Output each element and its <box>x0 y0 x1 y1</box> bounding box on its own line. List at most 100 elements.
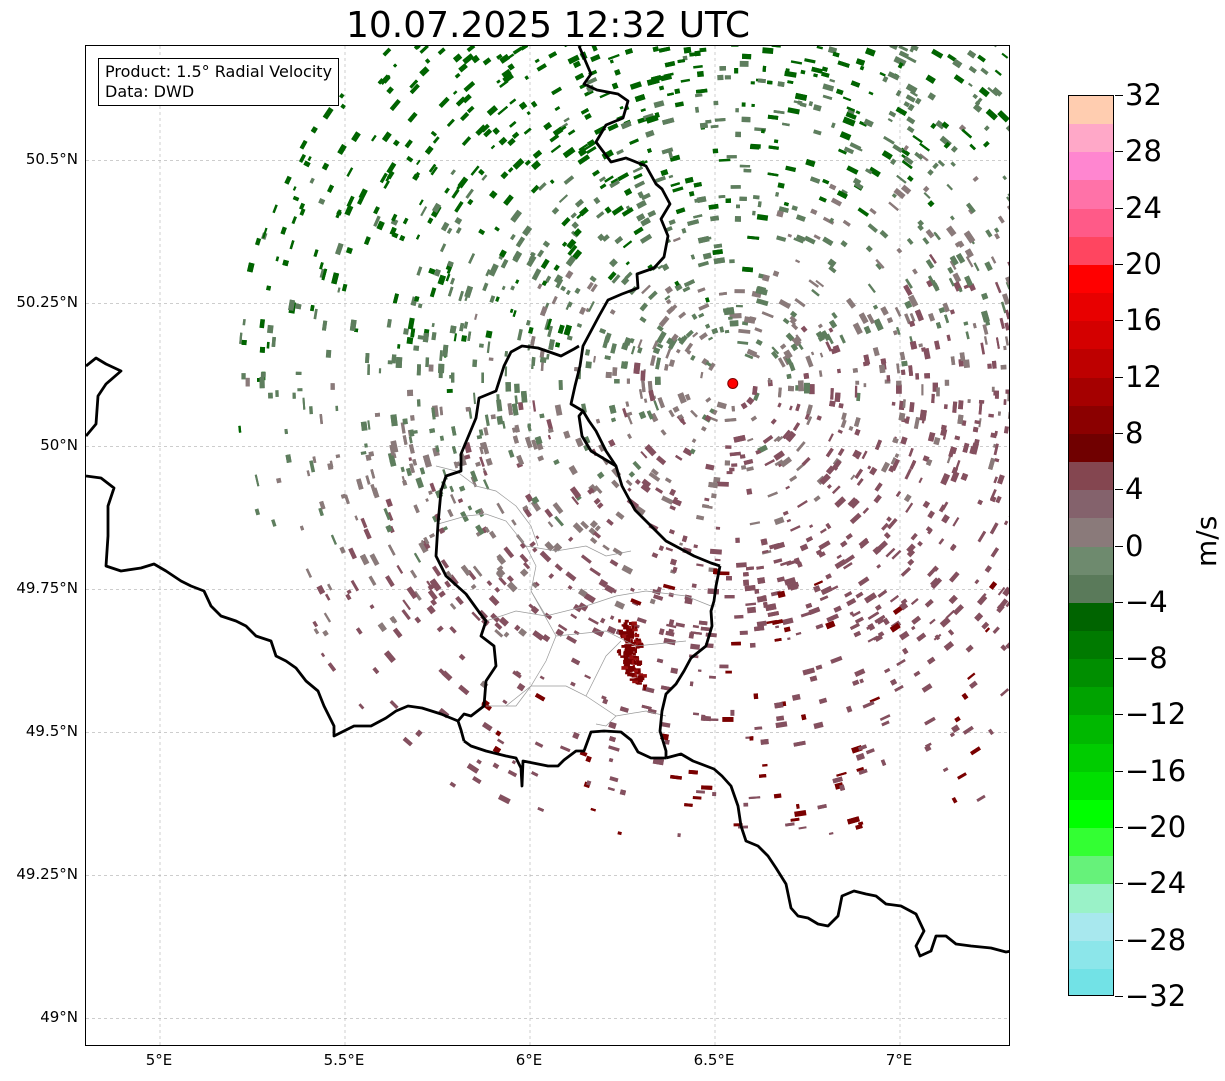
echo-pixel <box>628 650 634 654</box>
echo-pixel <box>291 216 297 225</box>
colorbar-tick-label: 8 <box>1125 415 1144 450</box>
echo-pixel <box>510 209 522 223</box>
echo-pixel <box>439 406 444 416</box>
echo-pixel <box>994 281 1002 294</box>
map-canvas[interactable] <box>86 46 1010 1046</box>
echo-pixel <box>259 346 266 353</box>
echo-pixel <box>722 717 734 722</box>
colorbar-bin <box>1069 264 1113 294</box>
echo-pixel <box>501 285 506 291</box>
echo-pixel <box>749 144 760 150</box>
radar-echoes <box>238 46 1009 838</box>
echo-pixel <box>670 667 679 674</box>
echo-pixel <box>626 628 630 632</box>
radar-site-marker[interactable] <box>727 377 739 389</box>
echo-pixel <box>454 216 463 225</box>
echo-pixel <box>628 668 632 673</box>
echo-pixel <box>978 402 983 415</box>
echo-pixel <box>794 809 807 818</box>
radar-map[interactable]: Product: 1.5° Radial Velocity Data: DWD <box>85 45 1010 1046</box>
echo-pixel <box>918 477 923 484</box>
echo-pixel <box>656 586 662 592</box>
echo-pixel <box>479 441 487 450</box>
echo-pixel <box>786 518 792 523</box>
echo-pixel <box>647 148 652 154</box>
echo-pixel <box>888 110 897 118</box>
echo-pixel <box>854 468 864 479</box>
echo-pixel <box>496 565 504 572</box>
echo-pixel <box>492 762 500 770</box>
echo-pixel <box>379 172 388 184</box>
echo-pixel <box>863 118 874 128</box>
echo-pixel <box>907 103 915 112</box>
echo-pixel <box>586 146 597 154</box>
echo-pixel <box>621 207 634 217</box>
colorbar-tick-mark <box>1115 489 1123 491</box>
echo-pixel <box>399 235 406 242</box>
echo-pixel <box>855 752 865 761</box>
echo-pixel <box>996 604 1005 614</box>
colorbar-bin <box>1069 405 1113 435</box>
echo-pixel <box>816 415 822 421</box>
echo-pixel <box>1007 192 1009 198</box>
echo-pixel <box>994 458 1000 463</box>
echo-pixel <box>455 227 462 234</box>
echo-pixel <box>930 577 943 590</box>
echo-pixel <box>754 726 763 730</box>
echo-pixel <box>809 675 818 682</box>
echo-pixel <box>472 359 478 368</box>
echo-pixel <box>804 58 816 64</box>
echo-pixel <box>669 488 676 496</box>
echo-pixel <box>763 601 768 608</box>
echo-pixel <box>539 413 545 419</box>
echo-pixel <box>463 321 469 329</box>
echo-pixel <box>514 395 518 405</box>
echo-pixel <box>478 228 486 236</box>
echo-pixel <box>643 217 651 225</box>
echo-pixel <box>693 64 703 69</box>
echo-pixel <box>440 221 450 232</box>
echo-pixel <box>717 571 730 576</box>
echo-pixel <box>867 283 876 294</box>
echo-pixel <box>305 568 313 578</box>
echo-pixel <box>339 93 345 99</box>
echo-pixel <box>656 325 664 332</box>
echo-pixel <box>981 621 990 630</box>
colorbar-tick-label: 0 <box>1125 528 1144 563</box>
echo-pixel <box>498 616 509 627</box>
echo-pixel <box>644 444 657 457</box>
echo-pixel <box>822 236 834 246</box>
echo-pixel <box>957 772 967 780</box>
echo-pixel <box>516 454 525 466</box>
echo-pixel <box>587 617 599 625</box>
echo-pixel <box>531 268 542 281</box>
echo-pixel <box>872 304 879 310</box>
echo-pixel <box>589 275 597 283</box>
echo-pixel <box>789 475 798 482</box>
echo-pixel <box>1003 345 1007 351</box>
echo-pixel <box>697 287 706 293</box>
echo-pixel <box>869 207 877 215</box>
echo-pixel <box>951 724 961 733</box>
echo-pixel <box>494 586 501 593</box>
echo-pixel <box>859 120 868 127</box>
echo-pixel <box>813 73 818 78</box>
echo-pixel <box>785 165 797 173</box>
echo-pixel <box>775 191 780 197</box>
echo-pixel <box>984 125 990 131</box>
echo-pixel <box>709 675 716 679</box>
echo-pixel <box>740 402 748 410</box>
echo-pixel <box>930 122 937 130</box>
echo-pixel <box>983 336 988 345</box>
echo-pixel <box>641 478 652 488</box>
echo-pixel <box>896 380 902 386</box>
echo-pixel <box>604 175 614 183</box>
echo-pixel <box>650 468 659 476</box>
echo-pixel <box>442 344 449 357</box>
lat-tick-label: 49.25°N <box>16 865 78 884</box>
lat-tick-label: 49°N <box>40 1008 78 1027</box>
echo-pixel <box>839 784 846 791</box>
echo-pixel <box>502 420 506 429</box>
echo-pixel <box>626 663 630 666</box>
echo-pixel <box>550 144 562 154</box>
